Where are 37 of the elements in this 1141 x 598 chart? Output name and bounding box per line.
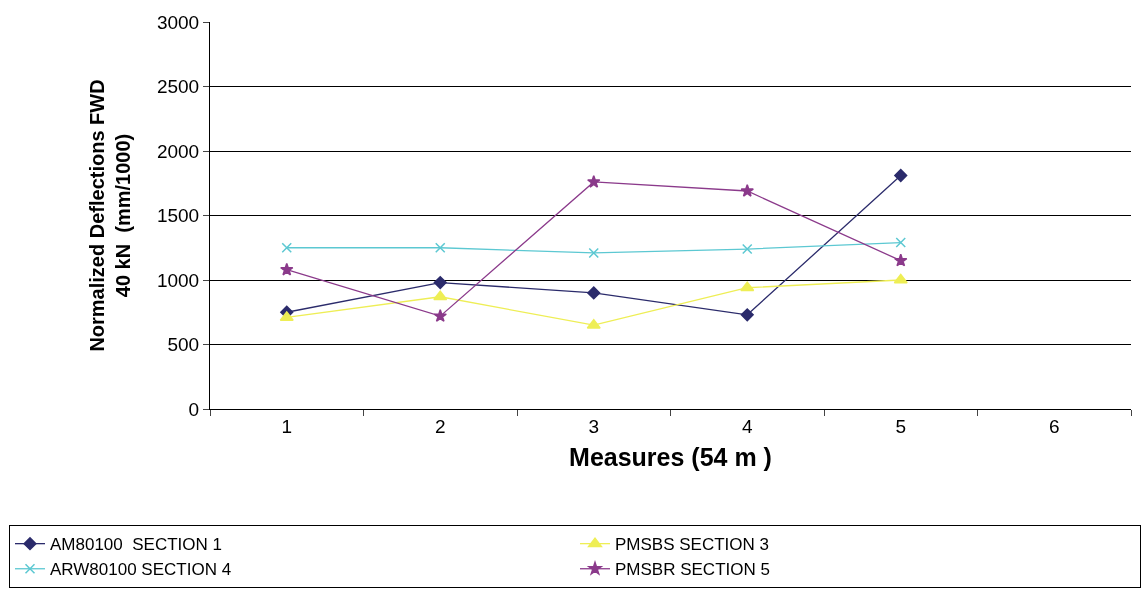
y-tick-label: 500 [167,334,200,356]
point [435,242,446,253]
y-tick-label: 0 [188,398,200,420]
legend-label: ARW80100 SECTION 4 [50,560,232,580]
y-axis-title: Normalized Deflections FWD 40 kN (mm/1000) [86,79,135,352]
point [587,286,601,300]
point [280,262,294,276]
y-tick-label: 1000 [156,269,200,291]
point [893,273,908,284]
y-tick-label: 2000 [156,140,200,162]
point [740,308,754,322]
legend-label: PMSBS SECTION 3 [615,535,769,555]
point [433,290,448,301]
point [433,309,447,322]
point [894,253,908,267]
x-tick-label: 6 [1048,415,1060,437]
point [740,183,754,197]
y-tick-label: 3000 [156,11,200,33]
y-tick-label: 1500 [156,205,200,227]
point [587,174,601,188]
x-tick-label: 3 [588,415,600,437]
point [742,243,753,255]
legend-label: PMSBR SECTION 5 [615,560,770,580]
point [740,281,755,292]
x-tick-label: 1 [281,415,293,437]
x-axis-title: Measures (54 m ) [569,442,772,471]
point [588,247,599,259]
point [894,168,908,183]
point [281,242,292,253]
legend-label: AM80100 SECTION 1 [50,535,222,555]
point [895,237,906,248]
point [586,318,601,329]
x-tick-label: 5 [895,415,907,437]
y-tick-label: 2500 [156,76,200,98]
x-tick-label: 4 [741,415,753,437]
x-tick-label: 2 [434,415,446,437]
point [433,275,447,290]
